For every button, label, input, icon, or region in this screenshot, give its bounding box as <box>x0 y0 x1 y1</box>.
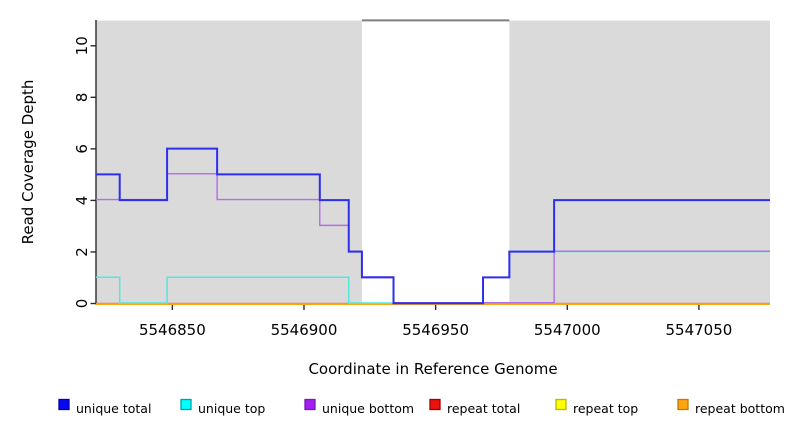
shaded-regions <box>96 19 770 305</box>
shaded-region <box>509 20 770 305</box>
x-tick-label: 5546900 <box>271 321 338 339</box>
x-tick-label: 5547000 <box>534 321 601 339</box>
legend-swatch-unique-top <box>180 398 192 411</box>
x-tick-label: 5546950 <box>402 321 469 339</box>
legend-label-unique-total: unique total <box>76 401 151 416</box>
legend-swatch-repeat-top <box>555 398 567 411</box>
y-tick-label: 6 <box>73 144 91 154</box>
y-tick-label: 8 <box>73 93 91 103</box>
x-tick-label: 5546850 <box>139 321 206 339</box>
legend: unique total unique top unique bottom repea… <box>58 398 785 416</box>
legend-swatch-unique-total <box>58 398 70 411</box>
y-tick-label: 2 <box>73 247 91 257</box>
shaded-region <box>96 20 362 305</box>
legend-swatch-unique-bottom <box>304 398 316 411</box>
legend-swatch-repeat-bottom <box>677 398 689 411</box>
legend-swatch-repeat-total <box>429 398 441 411</box>
series-lines <box>96 147 770 305</box>
y-tick-label: 0 <box>73 299 91 309</box>
axes: 0 2 4 6 8 10 5546850 5546900 5546950 5547000 55470… <box>73 20 732 339</box>
legend-label-unique-bottom: unique bottom <box>322 401 414 416</box>
legend-label-unique-top: unique top <box>198 401 265 416</box>
series-line-unique-total <box>96 147 770 305</box>
legend-label-repeat-bottom: repeat bottom <box>695 401 785 416</box>
y-tick-label: 10 <box>73 36 91 55</box>
y-axis-title: Read Coverage Depth <box>19 80 37 245</box>
x-axis-title: Coordinate in Reference Genome <box>308 360 557 378</box>
legend-label-repeat-top: repeat top <box>573 401 638 416</box>
legend-label-repeat-total: repeat total <box>447 401 520 416</box>
y-tick-label: 4 <box>73 196 91 206</box>
x-tick-label: 5547050 <box>666 321 733 339</box>
